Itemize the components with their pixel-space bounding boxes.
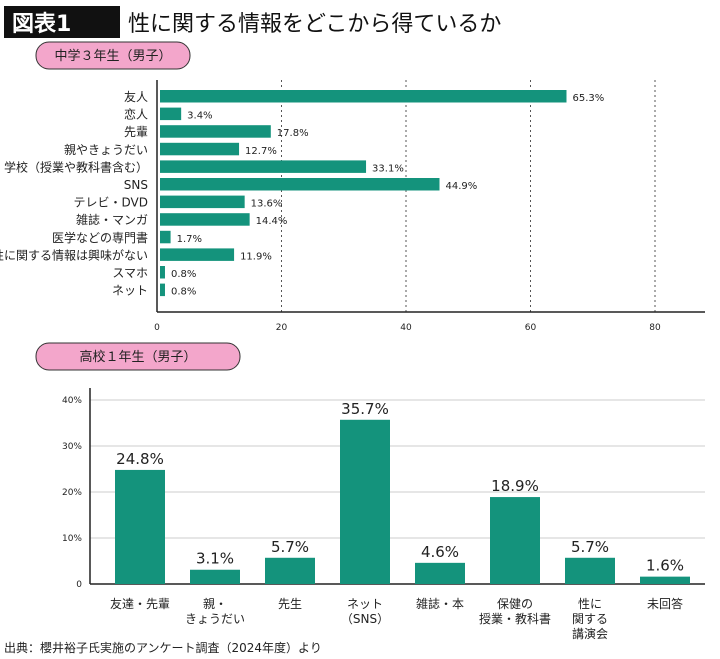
category-label: 性に xyxy=(578,597,602,611)
bar xyxy=(160,213,250,226)
data-label: 13.6% xyxy=(251,199,283,210)
data-label: 17.8% xyxy=(277,128,309,139)
data-label: 65.3% xyxy=(572,93,604,104)
bar xyxy=(565,557,615,584)
category-label: 恋人 xyxy=(124,107,148,122)
category-label: 講演会 xyxy=(572,626,608,641)
category-label: 医学などの専門書 xyxy=(52,230,148,245)
bar xyxy=(160,160,367,173)
category-label: 雑誌・本 xyxy=(416,596,464,611)
category-label: 先輩 xyxy=(124,124,148,139)
bar xyxy=(190,569,240,584)
bar xyxy=(160,107,182,121)
figure-badge-text: 図表1 xyxy=(12,12,71,37)
y-tick-label: 20% xyxy=(62,488,82,498)
data-label: 18.9% xyxy=(491,477,539,495)
category-label: テレビ・DVD xyxy=(74,196,148,210)
x-tick-label: 80 xyxy=(649,323,661,333)
figure-badge xyxy=(4,6,120,38)
data-label: 4.6% xyxy=(421,543,459,561)
x-tick-label: 0 xyxy=(154,323,160,333)
bar xyxy=(160,178,440,191)
bar xyxy=(340,419,390,584)
bar xyxy=(160,283,165,297)
category-label: 未回答 xyxy=(647,596,683,611)
bar xyxy=(415,562,465,584)
category-label: きょうだい xyxy=(185,612,245,626)
y-tick-label: 10% xyxy=(62,534,82,544)
data-label: 35.7% xyxy=(341,400,389,418)
y-tick-label: 40% xyxy=(62,396,82,406)
data-label: 0.8% xyxy=(171,269,196,280)
chart2-title: 高校１年生（男子） xyxy=(79,349,196,365)
bar xyxy=(640,576,690,584)
bar xyxy=(160,125,271,138)
data-label: 0.8% xyxy=(171,287,196,298)
category-label: 先生 xyxy=(278,597,302,611)
bar xyxy=(160,142,240,156)
bar xyxy=(490,497,540,584)
data-label: 24.8% xyxy=(116,450,164,468)
data-label: 1.7% xyxy=(177,234,202,245)
data-label: 44.9% xyxy=(446,181,478,192)
chart1-title-pill xyxy=(35,41,191,70)
chart2-title-pill xyxy=(35,342,241,371)
category-label: 雑誌・マンガ xyxy=(76,212,148,227)
category-label: 学校（授業や教科書含む） xyxy=(4,159,148,174)
category-label: 親・ xyxy=(203,597,227,611)
bar xyxy=(160,90,567,103)
source-note: 出典：櫻井裕子氏実施のアンケート調査（2024年度）より xyxy=(4,640,322,655)
y-tick-label: 0 xyxy=(76,580,82,590)
data-label: 1.6% xyxy=(646,557,684,575)
category-label: SNS xyxy=(124,178,148,192)
category-label: 保健の xyxy=(497,597,533,611)
figure-title: 性に関する情報をどこから得ているか xyxy=(128,12,501,37)
data-label: 5.7% xyxy=(571,538,609,556)
category-label: ネット xyxy=(112,284,148,298)
category-label: （SNS） xyxy=(341,612,389,626)
category-label: 関する xyxy=(572,612,608,626)
data-label: 11.9% xyxy=(240,251,272,262)
bar xyxy=(160,266,165,279)
data-label: 3.4% xyxy=(187,111,212,122)
data-label: 3.1% xyxy=(196,550,234,568)
category-label: 友達・先輩 xyxy=(110,596,170,611)
bar xyxy=(160,230,171,244)
data-label: 14.4% xyxy=(256,216,288,227)
category-label: 親やきょうだい xyxy=(64,143,148,157)
y-tick-label: 30% xyxy=(62,442,82,452)
bar xyxy=(160,248,235,261)
chart1-title: 中学３年生（男子） xyxy=(54,48,171,64)
x-tick-label: 60 xyxy=(525,323,537,333)
category-label: 友人 xyxy=(124,90,148,104)
data-label: 33.1% xyxy=(372,163,404,174)
category-label: ネット xyxy=(347,597,383,611)
bar xyxy=(160,195,245,209)
category-label: 授業・教科書 xyxy=(479,611,551,626)
category-label: スマホ xyxy=(112,266,148,280)
bar xyxy=(265,557,315,584)
data-label: 12.7% xyxy=(245,146,277,157)
category-label: 性に関する情報は興味がない xyxy=(0,247,148,262)
bar xyxy=(115,469,165,584)
x-tick-label: 20 xyxy=(276,323,288,333)
data-label: 5.7% xyxy=(271,538,309,556)
x-tick-label: 40 xyxy=(400,323,412,333)
